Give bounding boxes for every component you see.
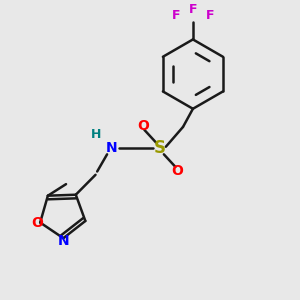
Text: O: O: [171, 164, 183, 178]
Text: N: N: [58, 234, 69, 248]
Text: F: F: [189, 3, 197, 16]
Text: N: N: [106, 141, 118, 155]
Text: H: H: [91, 128, 101, 141]
Text: F: F: [172, 8, 180, 22]
Text: O: O: [137, 119, 149, 133]
Text: F: F: [206, 8, 214, 22]
Text: S: S: [154, 140, 166, 158]
Text: O: O: [31, 216, 43, 230]
